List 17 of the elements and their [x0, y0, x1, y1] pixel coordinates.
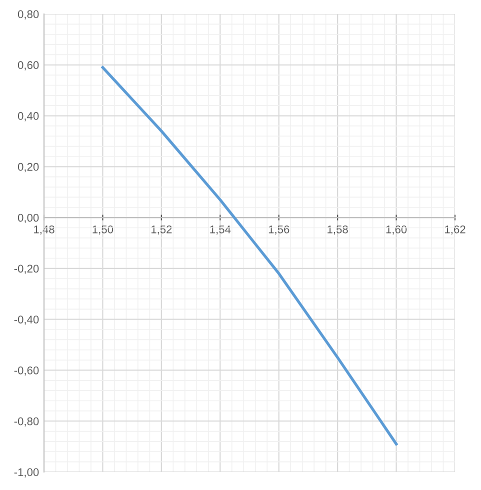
x-tick-label: 1,60 [386, 225, 407, 235]
y-tick-label: -0,80 [14, 417, 39, 427]
x-tick-label: 1,56 [268, 225, 290, 235]
x-tick-label: 1,58 [328, 225, 348, 235]
y-tick-label: 0,80 [18, 10, 39, 20]
y-tick-label: -0,40 [14, 316, 39, 325]
y-tick-label: 0,00 [18, 214, 39, 224]
y-tick-label: 0,60 [18, 61, 39, 70]
y-tick-label: 0,40 [18, 112, 39, 122]
x-tick-label: 1,54 [210, 226, 231, 235]
y-tick-label: -0,20 [14, 264, 39, 274]
y-tick-label: -1,00 [14, 468, 39, 478]
x-tick-label: 1,52 [151, 225, 172, 235]
x-tick-label: 1,50 [92, 225, 114, 235]
y-tick-label: 0,20 [18, 162, 39, 172]
y-tick-label: -0,60 [14, 366, 39, 376]
x-tick-label: 1,62 [445, 225, 466, 235]
